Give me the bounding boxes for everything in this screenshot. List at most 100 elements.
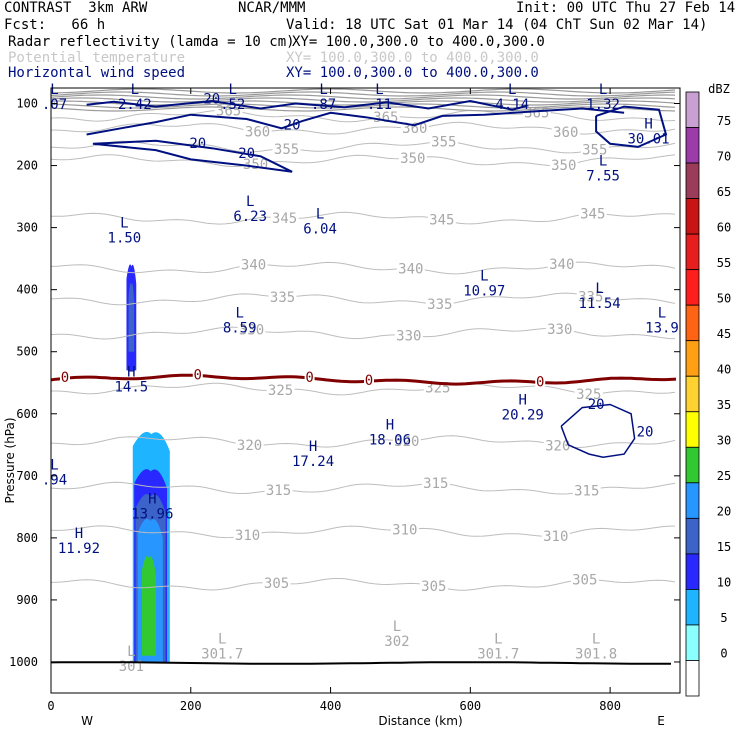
theta-contour-label: 330 <box>547 322 572 338</box>
theta-strat-line <box>50 97 676 103</box>
theta-contour-label: 310 <box>392 523 417 539</box>
theta-contour-line <box>50 109 676 123</box>
extremum-kind: L <box>127 644 135 660</box>
theta-contour-label: 355 <box>431 135 456 151</box>
reflectivity-layer <box>126 264 170 662</box>
colorbar-swatch <box>685 411 700 448</box>
extremum-kind: L <box>235 306 243 322</box>
forecast-hour: Fcst: 66 h <box>4 17 106 33</box>
extremum-kind: L <box>599 82 607 98</box>
wind-contour-label: 20 <box>203 92 220 108</box>
colorbar-level-label: 35 <box>717 398 731 412</box>
colorbar-level-label: 55 <box>717 256 731 270</box>
colorbar-level-label: 70 <box>717 149 731 163</box>
theta-contour-line <box>50 525 675 539</box>
extremum-kind: H <box>127 365 135 381</box>
y-tick-label: 700 <box>16 469 38 483</box>
extremum-value: .11 <box>367 97 392 113</box>
extremum-value: 13.9 <box>645 321 679 337</box>
colorbar-level-label: 10 <box>717 576 731 590</box>
theta-contour-label: 340 <box>398 262 423 278</box>
wind-contours-layer: 20 20 20 20 20 20 <box>86 92 668 458</box>
y-tick-label: 600 <box>16 407 38 421</box>
extremum-value: 11.92 <box>58 541 100 557</box>
theta-strat-line <box>50 91 676 97</box>
theta-label-bg <box>578 205 607 221</box>
extremum-kind: L <box>319 82 327 98</box>
extremum-kind: L <box>218 631 226 647</box>
init-time: Init: 00 UTC Thu 27 Feb 14 <box>516 0 736 16</box>
x-tick-label: 200 <box>180 699 202 713</box>
wind-contour-line <box>86 107 625 136</box>
extremum-kind: L <box>599 154 607 170</box>
theta-label-bg <box>394 327 423 343</box>
org-label: NCAR/MMM <box>238 0 306 16</box>
theta-label-bg <box>427 211 456 227</box>
theta-label-bg <box>235 437 264 453</box>
terrain-line <box>50 661 671 665</box>
theta-contour-label: 320 <box>545 438 570 454</box>
theta-contour-label: 350 <box>551 158 576 174</box>
y-tick-label: 1000 <box>9 655 38 669</box>
extremum-value: 4.14 <box>495 97 529 113</box>
x-tick-label: 800 <box>599 699 621 713</box>
field-reflectivity-xy: XY= 100.0,300.0 to 400.0,300.0 <box>292 34 545 50</box>
extremum-kind: H <box>644 116 652 132</box>
theta-label-bg <box>264 482 293 498</box>
theta-contour-label: 330 <box>239 323 264 339</box>
field-wind-name: Horizontal wind speed <box>8 65 186 81</box>
theta-strat-line <box>50 103 676 109</box>
wind-contour-line <box>92 139 293 173</box>
theta-label-bg <box>392 432 421 448</box>
extremum-value: .52 <box>220 97 245 113</box>
colorbar-level-label: 0 <box>720 647 727 661</box>
freezing-level-layer: 0 0 0 0 0 <box>50 367 677 390</box>
extremum-value: 6.04 <box>303 221 337 237</box>
freezing-level-label: 0 <box>61 370 69 386</box>
wind-contour-line <box>86 99 527 111</box>
theta-contour-label: 315 <box>266 483 291 499</box>
theta-label-bg <box>551 124 580 140</box>
extremum-kind: L <box>592 631 600 647</box>
theta-contour-label: 355 <box>582 142 607 158</box>
extremum-value: 30.01 <box>627 131 669 147</box>
colorbar-swatch <box>685 198 700 235</box>
colorbar-level-label: 25 <box>717 469 731 483</box>
extremum-kind: L <box>658 306 666 322</box>
theta-label-bg <box>543 437 572 453</box>
colorbar-swatch <box>685 269 700 306</box>
wind-contour-line <box>560 403 636 458</box>
wind-contour-label: 20 <box>189 136 206 152</box>
colorbar-swatch <box>685 127 700 164</box>
theta-contour-label: 320 <box>394 434 419 450</box>
theta-label-bg <box>574 385 603 401</box>
reflectivity-cell <box>128 282 135 352</box>
field-theta-name: Potential temperature <box>8 50 186 66</box>
y-tick-label: 500 <box>16 345 38 359</box>
extremum-kind: L <box>120 216 128 232</box>
x-tick-label: 0 <box>47 699 54 713</box>
colorbar-swatch <box>685 517 700 555</box>
theta-contour-line <box>50 292 676 306</box>
theta-contour-label: 335 <box>427 297 452 313</box>
theta-label-bg <box>268 289 297 305</box>
theta-contour-label: 310 <box>235 528 260 544</box>
extremum-value: 301.7 <box>477 646 519 662</box>
colorbar-swatch <box>685 233 700 271</box>
field-wind-xy: XY= 100.0,300.0 to 400.0,300.0 <box>286 65 539 81</box>
theta-contour-label: 360 <box>245 124 270 140</box>
theta-label-bg <box>549 157 578 173</box>
extremum-value: 6.23 <box>233 209 267 225</box>
theta-contour-label: 315 <box>423 476 448 492</box>
extremum-kind: L <box>228 82 236 98</box>
colorbar-level-label: 45 <box>717 327 731 341</box>
x-end-label-east: E <box>657 714 665 728</box>
theta-contour-label: 320 <box>237 438 262 454</box>
freezing-label-bg <box>192 369 203 381</box>
colorbar-level-label: 60 <box>717 220 731 234</box>
theta-label-bg <box>545 320 574 336</box>
x-tick-label: 600 <box>459 699 481 713</box>
